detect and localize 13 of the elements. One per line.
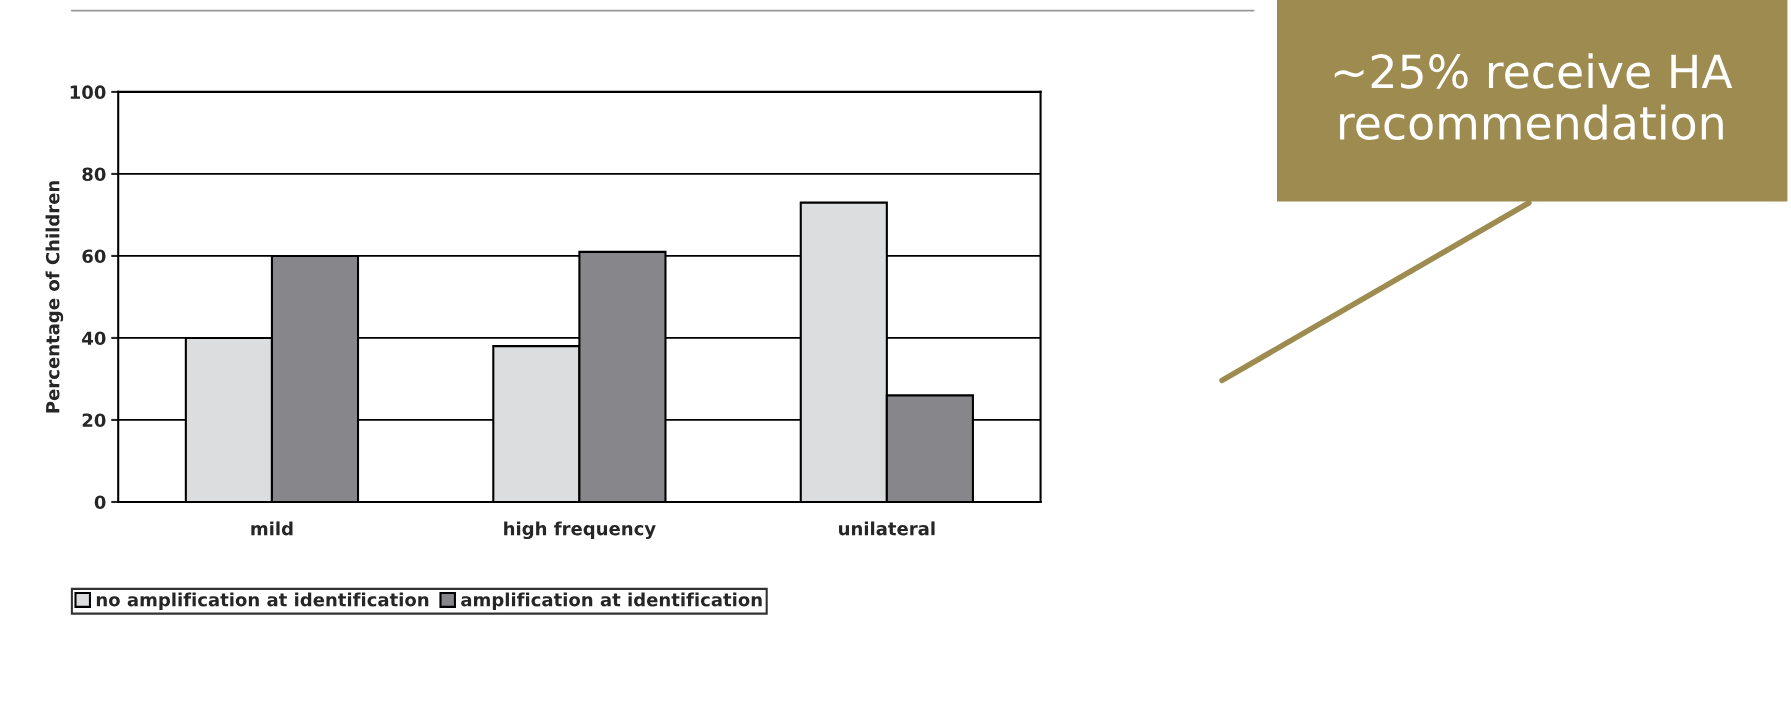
x-tick-label: high frequency <box>504 521 656 540</box>
y-tick-label: 20 <box>82 413 106 428</box>
y-tick-label: 60 <box>82 249 106 264</box>
y-tick-label: 100 <box>70 85 106 100</box>
x-tick-label: unilateral <box>839 521 935 536</box>
y-tick-label: 0 <box>94 495 106 510</box>
legend-label: no amplification at identification <box>96 592 429 610</box>
text: ~25% receive HA recommendation <box>1334 53 1733 141</box>
legend-label: amplification at identification <box>461 592 762 610</box>
y-tick-label: 80 <box>82 167 106 182</box>
x-tick-label: mild <box>251 521 293 536</box>
y-tick-label: 40 <box>82 331 106 346</box>
y-axis-title: Percentage of Children <box>45 181 64 413</box>
